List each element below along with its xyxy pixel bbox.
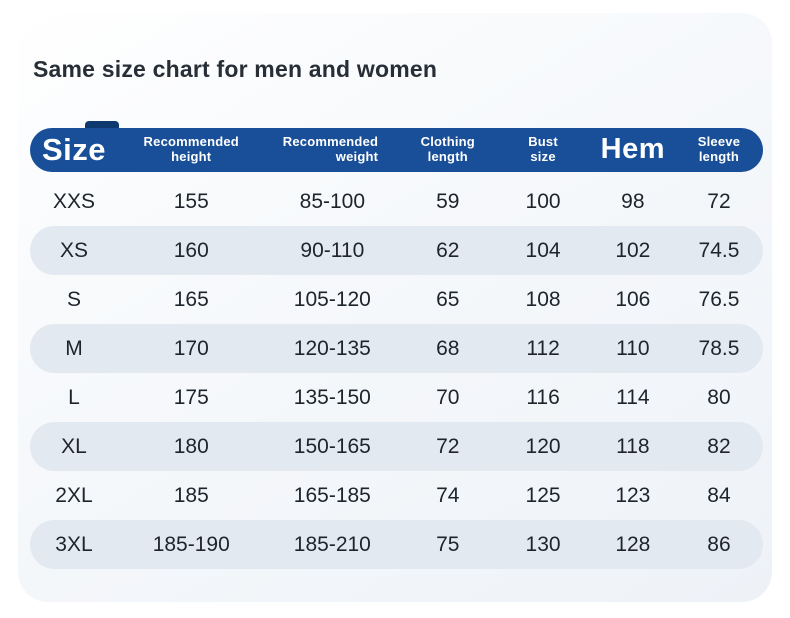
cell-sleeve-length: 78.5 — [698, 336, 740, 360]
cell-sleeve-length: 86 — [707, 532, 731, 556]
cell-clothing-length: 62 — [436, 238, 460, 262]
column-header-bust-size: Bust size — [528, 134, 558, 164]
cell-recommended-weight: 135-150 — [293, 385, 371, 409]
cell-recommended-weight: 165-185 — [293, 483, 371, 507]
size-chart-card — [18, 13, 772, 602]
cell-bust-size: 104 — [525, 238, 561, 262]
cell-sleeve-length: 80 — [707, 385, 731, 409]
cell-hem: 98 — [621, 189, 645, 213]
cell-recommended-height: 185 — [173, 483, 209, 507]
cell-size: M — [65, 336, 83, 360]
page-title: Same size chart for men and women — [33, 56, 438, 82]
cell-recommended-height: 175 — [173, 385, 209, 409]
table-row-2xl: 2XL 185 165-185 74 125 123 84 — [30, 471, 763, 520]
cell-recommended-height: 160 — [173, 238, 209, 262]
cell-clothing-length: 70 — [436, 385, 460, 409]
cell-bust-size: 112 — [526, 336, 560, 360]
cell-hem: 110 — [616, 336, 650, 360]
cell-clothing-length: 74 — [436, 483, 460, 507]
cell-recommended-height: 155 — [173, 189, 209, 213]
cell-bust-size: 116 — [526, 385, 560, 409]
cell-clothing-length: 59 — [436, 189, 460, 213]
cell-bust-size: 100 — [525, 189, 561, 213]
cell-sleeve-length: 82 — [707, 434, 731, 458]
table-row-xxs: XXS 155 85-100 59 100 98 72 — [30, 177, 763, 226]
cell-bust-size: 130 — [525, 532, 561, 556]
cell-sleeve-length: 76.5 — [698, 287, 740, 311]
column-header-clothing-length: Clothing length — [420, 134, 475, 164]
cell-recommended-height: 180 — [173, 434, 209, 458]
cell-hem: 106 — [615, 287, 651, 311]
size-table: Size Recommended height Recommended weig… — [30, 121, 763, 569]
column-header-recommended-weight: Recommended weight — [282, 134, 379, 164]
table-row-3xl: 3XL 185-190 185-210 75 130 128 86 — [30, 520, 763, 569]
table-row-s: S 165 105-120 65 108 106 76.5 — [30, 275, 763, 324]
column-header-sleeve-length: Sleeve length — [697, 134, 741, 164]
cell-size: XS — [59, 238, 88, 262]
table-header-row: Size Recommended height Recommended weig… — [30, 128, 763, 172]
cell-recommended-weight: 150-165 — [293, 434, 371, 458]
cell-hem: 102 — [615, 238, 651, 262]
cell-hem: 128 — [615, 532, 651, 556]
column-header-hem: Hem — [600, 133, 666, 166]
column-header-recommended-height: Recommended height — [143, 134, 239, 164]
cell-hem: 118 — [616, 434, 650, 458]
cell-hem: 123 — [615, 483, 651, 507]
cell-sleeve-length: 72 — [707, 189, 731, 213]
cell-clothing-length: 65 — [436, 287, 460, 311]
table-row-m: M 170 120-135 68 112 110 78.5 — [30, 324, 763, 373]
cell-size: 2XL — [55, 483, 93, 507]
cell-recommended-weight: 120-135 — [293, 336, 371, 360]
cell-size: XXS — [52, 189, 95, 213]
cell-clothing-length: 68 — [436, 336, 460, 360]
cell-size: L — [68, 385, 80, 409]
cell-size: XL — [61, 434, 87, 458]
column-header-size: Size — [41, 132, 106, 168]
cell-bust-size: 108 — [525, 287, 561, 311]
cell-size: S — [66, 287, 81, 311]
cell-recommended-weight: 85-100 — [299, 189, 366, 213]
cell-recommended-height: 170 — [173, 336, 209, 360]
cell-recommended-height: 185-190 — [152, 532, 230, 556]
cell-recommended-weight: 90-110 — [300, 238, 365, 262]
cell-recommended-height: 165 — [173, 287, 209, 311]
cell-sleeve-length: 74.5 — [698, 238, 740, 262]
table-body: XXS 155 85-100 59 100 98 72 XS 160 90-110 62 104 102… — [30, 177, 763, 569]
table-row-xs: XS 160 90-110 62 104 102 74.5 — [30, 226, 763, 275]
table-row-l: L 175 135-150 70 116 114 80 — [30, 373, 763, 422]
cell-hem: 114 — [616, 385, 650, 409]
cell-recommended-weight: 185-210 — [293, 532, 371, 556]
cell-sleeve-length: 84 — [707, 483, 731, 507]
cell-clothing-length: 75 — [436, 532, 460, 556]
cell-clothing-length: 72 — [436, 434, 460, 458]
table-row-xl: XL 180 150-165 72 120 118 82 — [30, 422, 763, 471]
cell-size: 3XL — [55, 532, 93, 556]
cell-bust-size: 125 — [525, 483, 561, 507]
cell-bust-size: 120 — [525, 434, 561, 458]
cell-recommended-weight: 105-120 — [293, 287, 371, 311]
